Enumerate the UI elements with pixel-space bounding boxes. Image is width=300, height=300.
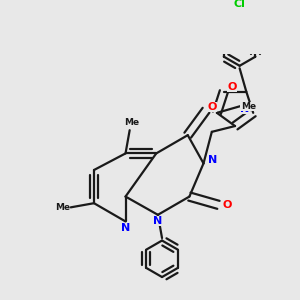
Text: N: N [121, 223, 130, 233]
Text: N: N [208, 155, 217, 165]
Text: N: N [153, 216, 163, 226]
Text: O: O [227, 82, 237, 92]
Text: Me: Me [241, 102, 256, 111]
Text: Me: Me [55, 203, 70, 212]
Text: O: O [207, 102, 217, 112]
Text: O: O [222, 200, 231, 210]
Text: N: N [240, 104, 250, 114]
Text: Me: Me [124, 118, 139, 127]
Text: Cl: Cl [234, 0, 246, 9]
